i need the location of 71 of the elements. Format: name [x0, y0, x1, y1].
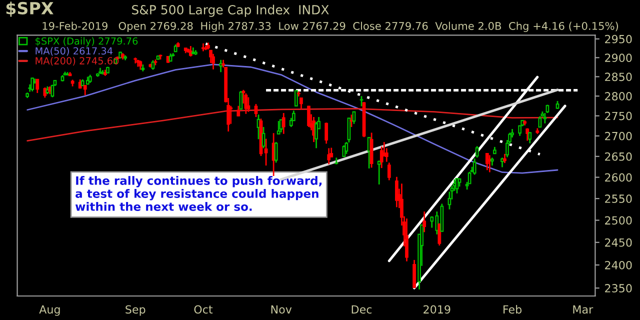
candlestick	[377, 160, 381, 186]
candlestick	[151, 60, 155, 70]
y-tick-label: 2850	[605, 72, 632, 82]
candlestick	[219, 59, 222, 73]
candlestick	[503, 153, 506, 164]
candlestick	[138, 60, 142, 70]
chart-subtitle: S&P 500 Large Cap Index INDX	[132, 4, 329, 17]
candlestick	[405, 218, 408, 262]
candlestick	[229, 105, 233, 125]
y-tick-label: 2700	[605, 132, 632, 140]
x-tick-label: Dec	[352, 305, 372, 314]
candlestick	[300, 96, 303, 110]
annotation: If the rally continues to push forward, a test of key resistance could happen within the next week or so.	[75, 176, 322, 211]
legend-label: $SPX (Daily) 2779.76	[36, 37, 138, 47]
candlestick	[370, 132, 374, 168]
candlestick	[212, 53, 215, 70]
candlestick	[526, 128, 530, 142]
candlestick	[254, 103, 258, 118]
y-tick-label: 2650	[605, 152, 632, 161]
candlestick	[30, 76, 34, 92]
candlestick	[342, 144, 346, 158]
candlestick	[36, 78, 40, 94]
candlestick	[538, 116, 542, 128]
candlestick	[412, 259, 416, 288]
x-tick-label: Oct	[194, 305, 213, 314]
candlestick	[264, 138, 268, 166]
y-tick-label: 2350	[605, 284, 632, 292]
candlestick	[294, 90, 298, 107]
x-tick-label: Mar	[573, 305, 594, 314]
candlestick	[543, 112, 547, 124]
candlestick	[324, 122, 328, 144]
y-tick-label: 2600	[605, 173, 632, 182]
candlestick	[360, 95, 364, 107]
candlestick	[387, 162, 391, 181]
y-tick-label: 2950	[605, 34, 632, 44]
candlestick	[352, 111, 356, 125]
candlestick	[475, 145, 479, 158]
y-tick-label: 2800	[605, 92, 632, 100]
text: 19-Feb-2019 Open 2769.28 High 2787.33 Low 2767.29 Close 2779.76 Volume 2.0B Chg +4.16 (+0.15%)	[42, 22, 618, 32]
y-tick-label: 2550	[605, 194, 632, 203]
candlestick	[485, 152, 489, 171]
candlestick	[274, 141, 278, 164]
candlestick	[422, 210, 426, 233]
chart-title: $SPX	[6, 2, 54, 17]
candlestick	[528, 132, 532, 144]
candlestick	[289, 117, 293, 128]
candlestick	[244, 92, 248, 115]
candlestick	[314, 121, 318, 149]
candlestick	[236, 105, 240, 117]
candlestick	[327, 147, 331, 165]
x-tick-label: Aug	[39, 305, 60, 316]
y-tick-label: 2900	[605, 54, 632, 62]
candlestick	[43, 86, 47, 98]
candlestick	[438, 222, 442, 246]
y-tick-label: 2750	[605, 112, 632, 120]
y-tick-label: 2400	[605, 260, 632, 270]
x-tick-label: Sep	[126, 305, 146, 316]
candlestick	[188, 45, 192, 58]
legend-label: MA(50) 2617.34	[36, 47, 113, 56]
candlestick	[282, 112, 286, 135]
candlestick	[344, 141, 348, 155]
candlestick	[262, 126, 266, 149]
x-tick-label: Nov	[271, 305, 292, 314]
y-tick-label: 2450	[605, 238, 632, 247]
candlestick	[395, 176, 398, 208]
y-tick-label: 2500	[605, 216, 632, 225]
x-tick-label: 2019	[424, 305, 450, 314]
candlestick	[239, 90, 243, 110]
candlestick	[50, 84, 54, 98]
candlestick	[276, 120, 280, 135]
x-tick-label: Feb	[504, 305, 522, 314]
